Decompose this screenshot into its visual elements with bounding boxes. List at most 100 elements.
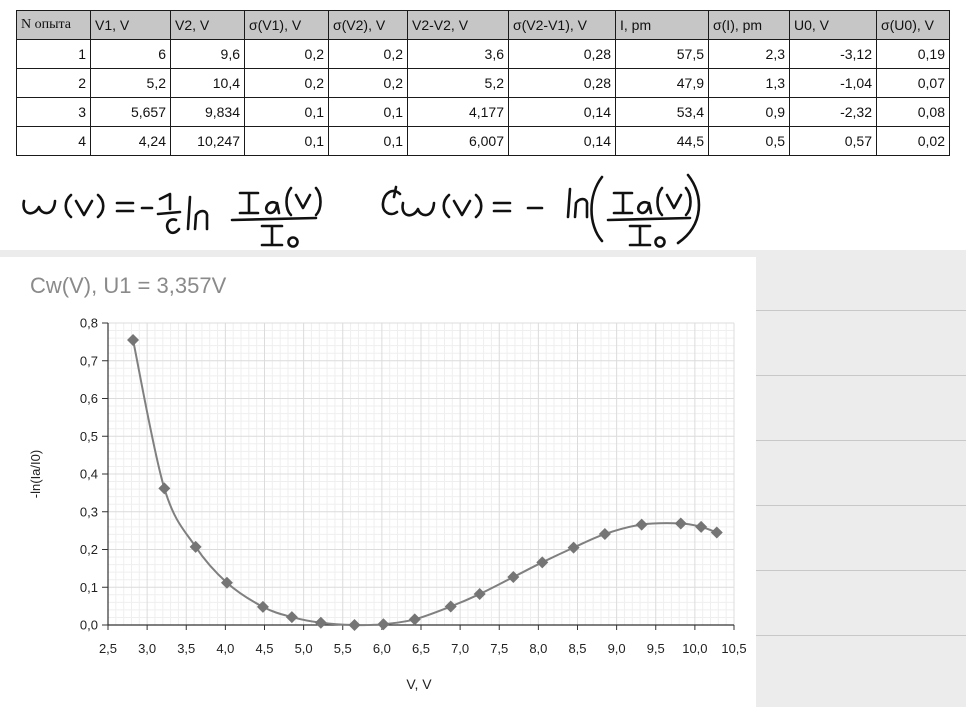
formula-left bbox=[22, 186, 322, 248]
table-cell[interactable]: 3,6 bbox=[407, 39, 509, 69]
x-tick-label: 6,5 bbox=[412, 641, 430, 656]
table-cell[interactable]: 0,1 bbox=[328, 126, 408, 156]
table-cell[interactable]: 0,2 bbox=[328, 39, 408, 69]
header-cell[interactable]: I, pm bbox=[615, 10, 709, 40]
table-cell[interactable]: 3 bbox=[16, 97, 91, 127]
table-cell[interactable]: -1,04 bbox=[789, 68, 877, 98]
y-axis-label: -ln(Ia/I0) bbox=[28, 450, 43, 498]
table-cell[interactable]: 0,14 bbox=[508, 126, 616, 156]
table-cell[interactable]: 2 bbox=[16, 68, 91, 98]
header-cell[interactable]: V2-V2, V bbox=[407, 10, 509, 40]
table-row: 4 4,24 10,247 0,1 0,1 6,007 0,14 44,5 0,… bbox=[16, 126, 950, 156]
table-cell[interactable]: 5,2 bbox=[90, 68, 171, 98]
table-cell[interactable]: 9,6 bbox=[170, 39, 245, 69]
table-cell[interactable]: 0,28 bbox=[508, 39, 616, 69]
header-cell[interactable]: σ(I), pm bbox=[708, 10, 790, 40]
data-table: N опыта V1, V V2, V σ(V1), V σ(V2), V V2… bbox=[16, 10, 950, 156]
table-row: 3 5,657 9,834 0,1 0,1 4,177 0,14 53,4 0,… bbox=[16, 97, 950, 127]
table-cell[interactable]: -3,12 bbox=[789, 39, 877, 69]
row-divider bbox=[756, 635, 966, 636]
table-cell[interactable]: 0,28 bbox=[508, 68, 616, 98]
table-cell[interactable]: 10,4 bbox=[170, 68, 245, 98]
table-cell[interactable]: 0,1 bbox=[244, 97, 329, 127]
table-cell[interactable]: 0,19 bbox=[876, 39, 950, 69]
table-cell[interactable]: -2,32 bbox=[789, 97, 877, 127]
table-cell[interactable]: 44,5 bbox=[615, 126, 709, 156]
x-tick-label: 3,5 bbox=[177, 641, 195, 656]
data-point bbox=[598, 528, 611, 541]
data-point bbox=[674, 517, 687, 530]
header-cell[interactable]: U0, V bbox=[789, 10, 877, 40]
table-cell[interactable]: 4 bbox=[16, 126, 91, 156]
header-cell[interactable]: V2, V bbox=[170, 10, 245, 40]
table-cell[interactable]: 6 bbox=[90, 39, 171, 69]
table-cell[interactable]: 0,1 bbox=[328, 97, 408, 127]
series-line bbox=[132, 339, 718, 627]
x-tick-label: 9,5 bbox=[647, 641, 665, 656]
x-tick-label: 9,0 bbox=[608, 641, 626, 656]
table-cell[interactable]: 0,08 bbox=[876, 97, 950, 127]
row-divider bbox=[756, 440, 966, 441]
header-cell[interactable]: σ(V2), V bbox=[328, 10, 408, 40]
chart-title: Cw(V), U1 = 3,357V bbox=[30, 273, 227, 298]
table-cell[interactable]: 4,177 bbox=[407, 97, 509, 127]
table-cell[interactable]: 9,834 bbox=[170, 97, 245, 127]
x-tick-label: 10,5 bbox=[721, 641, 746, 656]
row-divider bbox=[756, 310, 966, 311]
header-cell[interactable]: V1, V bbox=[90, 10, 171, 40]
data-point bbox=[377, 618, 390, 631]
table-cell[interactable]: 0,02 bbox=[876, 126, 950, 156]
data-point bbox=[444, 600, 457, 613]
table-cell[interactable]: 5,2 bbox=[407, 68, 509, 98]
table-cell[interactable]: 1 bbox=[16, 39, 91, 69]
y-tick-label: 0,0 bbox=[80, 618, 98, 633]
row-divider bbox=[756, 505, 966, 506]
data-point bbox=[256, 600, 269, 613]
table-cell[interactable]: 5,657 bbox=[90, 97, 171, 127]
spreadsheet-area: N опыта V1, V V2, V σ(V1), V σ(V2), V V2… bbox=[0, 0, 966, 250]
table-cell[interactable]: 0,14 bbox=[508, 97, 616, 127]
table-cell[interactable]: 6,007 bbox=[407, 126, 509, 156]
table-cell[interactable]: 0,2 bbox=[244, 39, 329, 69]
table-cell[interactable]: 47,9 bbox=[615, 68, 709, 98]
header-cell[interactable]: N опыта bbox=[16, 10, 91, 40]
x-tick-label: 10,0 bbox=[682, 641, 707, 656]
table-cell[interactable]: 0,2 bbox=[328, 68, 408, 98]
data-point bbox=[285, 611, 298, 624]
x-tick-label: 2,5 bbox=[99, 641, 117, 656]
y-tick-label: 0,2 bbox=[80, 542, 98, 557]
x-tick-label: 5,0 bbox=[295, 641, 313, 656]
table-cell[interactable]: 0,57 bbox=[789, 126, 877, 156]
chart-panel: Cw(V), U1 = 3,357V 2,5 3,0 3,5 4,0 4,5 5,0 5,5… bbox=[0, 257, 756, 707]
header-cell[interactable]: σ(V1), V bbox=[244, 10, 329, 40]
x-tick-label: 8,0 bbox=[529, 641, 547, 656]
data-point bbox=[507, 571, 520, 584]
data-point bbox=[567, 541, 580, 554]
data-point bbox=[189, 540, 202, 553]
table-cell[interactable]: 0,1 bbox=[244, 126, 329, 156]
header-cell[interactable]: σ(V2-V1), V bbox=[508, 10, 616, 40]
y-tick-label: 0,8 bbox=[80, 316, 98, 331]
table-cell[interactable]: 0,07 bbox=[876, 68, 950, 98]
y-tick-label: 0,4 bbox=[80, 467, 98, 482]
table-cell[interactable]: 2,3 bbox=[708, 39, 790, 69]
table-cell[interactable]: 53,4 bbox=[615, 97, 709, 127]
y-tick-label: 0,1 bbox=[80, 580, 98, 595]
table-cell[interactable]: 4,24 bbox=[90, 126, 171, 156]
x-tick-label: 8,5 bbox=[568, 641, 586, 656]
x-tick-label: 7,0 bbox=[451, 641, 469, 656]
x-tick-label: 4,5 bbox=[255, 641, 273, 656]
y-tick-label: 0,5 bbox=[80, 429, 98, 444]
table-cell[interactable]: 1,3 bbox=[708, 68, 790, 98]
table-cell[interactable]: 0,9 bbox=[708, 97, 790, 127]
data-point bbox=[695, 520, 708, 533]
table-cell[interactable]: 57,5 bbox=[615, 39, 709, 69]
data-point bbox=[127, 333, 140, 346]
table-cell[interactable]: 0,2 bbox=[244, 68, 329, 98]
x-tick-label: 5,5 bbox=[334, 641, 352, 656]
data-point bbox=[314, 616, 327, 629]
table-cell[interactable]: 10,247 bbox=[170, 126, 245, 156]
header-cell[interactable]: σ(U0), V bbox=[876, 10, 950, 40]
y-tick-label: 0,6 bbox=[80, 391, 98, 406]
table-cell[interactable]: 0,5 bbox=[708, 126, 790, 156]
